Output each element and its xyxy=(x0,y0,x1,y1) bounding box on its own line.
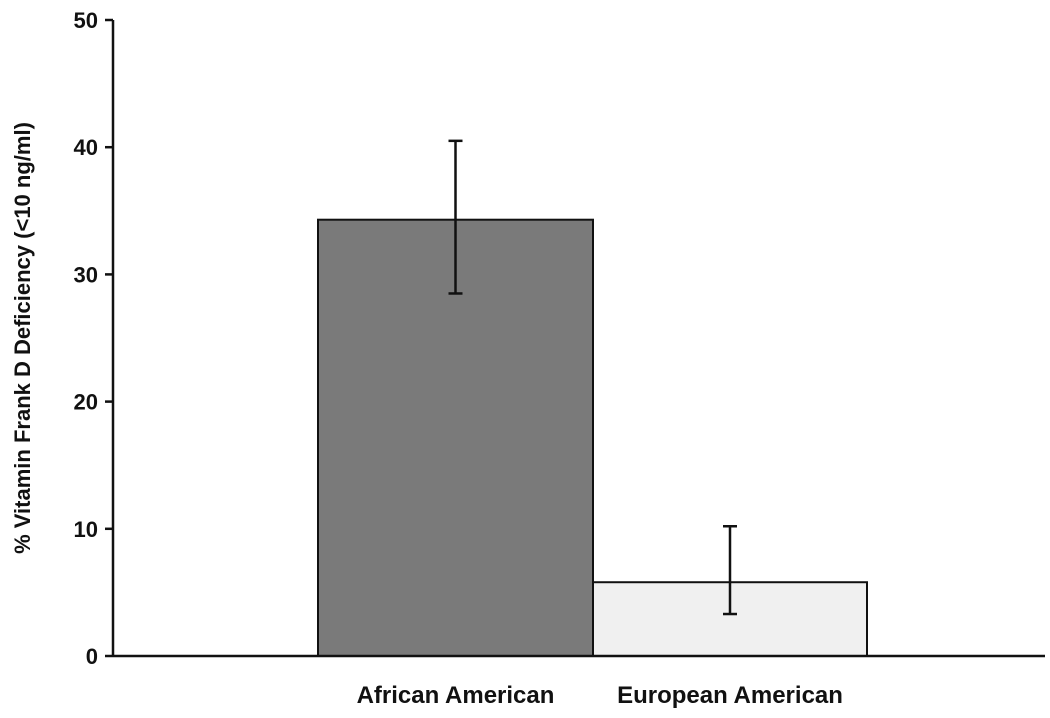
y-axis-title: % Vitamin Frank D Deficiency (<10 ng/ml) xyxy=(10,122,35,554)
y-tick-label-10: 10 xyxy=(74,517,98,542)
y-ticks: 0 10 20 30 40 50 xyxy=(74,8,113,669)
x-tick-labels: African American European American xyxy=(357,682,843,709)
y-axis-title-group: % Vitamin Frank D Deficiency (<10 ng/ml) xyxy=(10,122,35,554)
x-tick-label-2: European American xyxy=(617,682,843,709)
y-tick-label-30: 30 xyxy=(74,262,98,287)
axes xyxy=(111,20,1045,658)
y-tick-label-40: 40 xyxy=(74,135,98,160)
bars xyxy=(317,218,868,657)
y-tick-label-50: 50 xyxy=(74,8,98,33)
x-tick-label-1: African American xyxy=(357,682,555,709)
y-tick-label-20: 20 xyxy=(74,390,98,415)
y-tick-label-0: 0 xyxy=(86,644,98,669)
error-bars xyxy=(448,139,737,616)
